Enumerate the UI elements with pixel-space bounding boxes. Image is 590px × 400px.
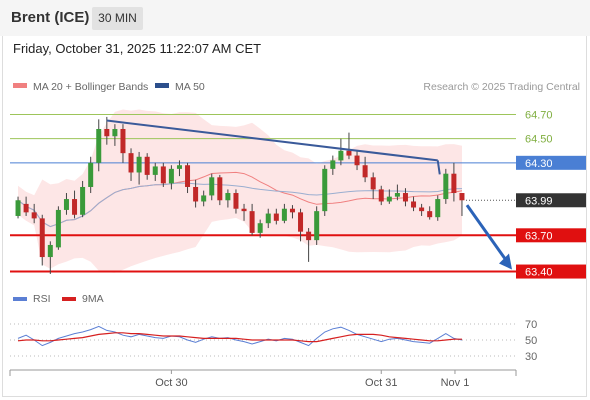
ma50-legend-label: MA 50 bbox=[175, 81, 205, 93]
candle-body bbox=[15, 200, 21, 216]
candle-body bbox=[289, 208, 295, 213]
candle-body bbox=[193, 186, 199, 202]
candle-body bbox=[88, 162, 94, 187]
candle-body bbox=[427, 211, 433, 218]
candle-body bbox=[386, 196, 392, 202]
candle-body bbox=[330, 160, 336, 169]
candle-body bbox=[209, 177, 215, 196]
rsi-ma-legend-swatch bbox=[62, 297, 76, 301]
support-label-box bbox=[516, 264, 586, 279]
projection-arrow-head bbox=[499, 253, 512, 270]
candle-body bbox=[168, 168, 174, 184]
candle-body bbox=[354, 155, 360, 166]
candle-body bbox=[23, 203, 29, 213]
candle-body bbox=[47, 244, 53, 258]
rsi-tick-label: 30 bbox=[525, 351, 537, 363]
candle-body bbox=[322, 168, 328, 212]
resistance-label: 64.50 bbox=[525, 134, 553, 146]
candle-body bbox=[249, 211, 255, 233]
trendline-tail bbox=[436, 160, 441, 175]
candle-body bbox=[362, 165, 368, 178]
candle-body bbox=[55, 209, 61, 248]
watermark: Research © 2025 Trading Central bbox=[423, 81, 580, 93]
pivot-label-box bbox=[516, 155, 586, 170]
candle-body bbox=[370, 177, 376, 190]
ma50-legend-swatch bbox=[155, 83, 169, 88]
chart-frame bbox=[2, 36, 587, 397]
candle-body bbox=[31, 212, 37, 219]
rsi-legend-swatch bbox=[13, 297, 27, 301]
candle-body bbox=[144, 156, 150, 175]
candle-body bbox=[225, 193, 231, 201]
ma20-legend-label: MA 20 + Bollinger Bands bbox=[33, 81, 148, 93]
projection-arrow-shaft bbox=[465, 204, 509, 263]
ma20-legend-swatch bbox=[13, 83, 27, 88]
candle-body bbox=[217, 177, 223, 201]
candle-body bbox=[298, 212, 304, 232]
last-price-box bbox=[516, 193, 586, 208]
candle-body bbox=[39, 218, 45, 258]
candle-body bbox=[281, 208, 287, 221]
candle-body bbox=[136, 156, 142, 173]
candle-body bbox=[338, 150, 344, 161]
last-price-label: 63.99 bbox=[525, 195, 553, 207]
candle-body bbox=[241, 208, 247, 212]
candle-body bbox=[451, 173, 457, 194]
candle-body bbox=[346, 150, 352, 156]
rsi-tick-label: 50 bbox=[525, 335, 537, 347]
timeframe-button[interactable]: 30 MIN bbox=[92, 7, 143, 30]
candle-body bbox=[80, 186, 86, 215]
ma50-line bbox=[17, 182, 463, 228]
candle-body bbox=[96, 128, 102, 163]
candle-body bbox=[411, 201, 417, 208]
candle-body bbox=[120, 128, 126, 154]
candle-body bbox=[104, 128, 110, 137]
candle-body bbox=[152, 166, 158, 175]
candle-body bbox=[112, 128, 118, 137]
candle-body bbox=[435, 199, 441, 218]
rsi-line bbox=[17, 325, 463, 347]
candle-body bbox=[72, 199, 78, 215]
pivot-label: 64.30 bbox=[525, 158, 553, 170]
candle-body bbox=[265, 213, 271, 224]
candle-body bbox=[63, 199, 69, 210]
candle-body bbox=[402, 193, 408, 202]
support-label: 63.40 bbox=[525, 267, 553, 279]
candle-body bbox=[128, 153, 134, 173]
rsi-tick-label: 70 bbox=[525, 319, 537, 331]
candle-body bbox=[306, 231, 312, 241]
x-tick-label: Oct 30 bbox=[155, 377, 187, 389]
instrument-title: Brent (ICE) bbox=[11, 9, 90, 26]
candle-body bbox=[233, 193, 239, 209]
support-label-box bbox=[516, 228, 586, 243]
candle-body bbox=[257, 223, 263, 233]
rsi-ma-line bbox=[17, 332, 462, 343]
trendline bbox=[106, 119, 438, 162]
candle-body bbox=[273, 213, 279, 221]
candle-body bbox=[185, 165, 191, 187]
candle-body bbox=[378, 189, 384, 202]
rsi-legend-label: RSI bbox=[33, 293, 51, 305]
candle-body bbox=[419, 207, 425, 212]
x-tick-label: Nov 1 bbox=[441, 377, 470, 389]
candle-body bbox=[314, 211, 320, 241]
candle-body bbox=[176, 165, 182, 169]
timestamp: Friday, October 31, 2025 11:22:07 AM CET bbox=[13, 41, 262, 56]
resistance-label: 64.70 bbox=[525, 109, 553, 121]
candle-body bbox=[160, 166, 166, 184]
candle-body bbox=[459, 193, 465, 201]
rsi-ma-legend-label: 9MA bbox=[82, 293, 104, 305]
candle-body bbox=[201, 195, 207, 202]
candle-body bbox=[443, 173, 449, 200]
x-tick-label: Oct 31 bbox=[365, 377, 397, 389]
support-label: 63.70 bbox=[525, 230, 553, 242]
candle-body bbox=[394, 193, 400, 197]
